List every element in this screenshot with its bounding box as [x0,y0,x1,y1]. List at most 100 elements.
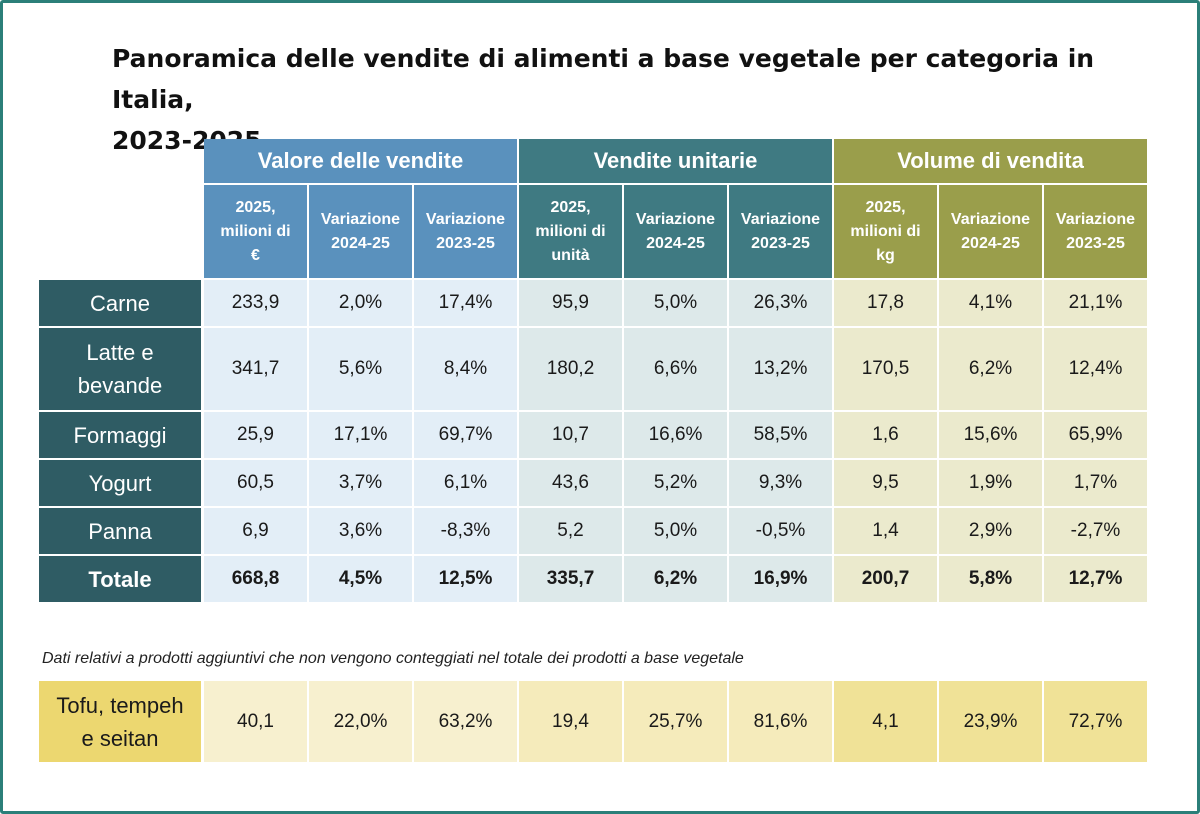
row-label-line: Yogurt [88,470,152,496]
table-cell: 43,6 [519,460,622,506]
table-cell: 5,2 [519,508,622,554]
column-header: Variazione 2023-25 [729,185,832,278]
extra-row-cell: 63,2% [414,681,517,762]
table-cell: 200,7 [834,556,937,602]
table-cell: 6,9 [204,508,307,554]
table-cell: 26,3% [729,280,832,326]
column-header: Variazione 2023-25 [1044,185,1147,278]
table-cell: 341,7 [204,328,307,410]
table-cell: 12,4% [1044,328,1147,410]
group-header: Vendite unitarie [519,139,832,183]
row-label: Latte e bevande [39,328,201,410]
column-header: Variazione 2024-25 [309,185,412,278]
table-cell: 170,5 [834,328,937,410]
table-cell: 17,8 [834,280,937,326]
extra-row-cell: 81,6% [729,681,832,762]
column-header: 2025, milioni di unità [519,185,622,278]
column-header-line: Variazione [320,210,401,228]
extra-row-cell: 72,7% [1044,681,1147,762]
table-cell: -2,7% [1044,508,1147,554]
column-header: 2025, milioni di € [204,185,307,278]
row-label: Carne [39,280,201,326]
extra-row-label: Tofu, tempeh e seitan [39,681,201,762]
table-cell: 5,0% [624,508,727,554]
table-cell: 1,4 [834,508,937,554]
row-label-line: Carne [90,290,150,316]
table-cell: 1,9% [939,460,1042,506]
extra-row-cell: 25,7% [624,681,727,762]
table-cell: 1,6 [834,412,937,458]
table-cell: -0,5% [729,508,832,554]
group-header: Valore delle vendite [204,139,517,183]
row-label-line: Latte e [86,340,154,365]
column-header-line: 2023-25 [436,234,495,252]
table-cell: 65,9% [1044,412,1147,458]
table-cell: 2,0% [309,280,412,326]
column-header-line: 2023-25 [1066,234,1125,252]
table-cell: 2,9% [939,508,1042,554]
table-cell: 21,1% [1044,280,1147,326]
column-header-line: Variazione [635,210,716,228]
column-header-line: 2025, [235,198,276,216]
column-header: 2025, milioni di kg [834,185,937,278]
column-header-line: milioni di [535,222,606,240]
table-cell: 668,8 [204,556,307,602]
table-cell: 12,5% [414,556,517,602]
column-header-line: unità [551,246,590,264]
table-cell: -8,3% [414,508,517,554]
extra-row-cell: 40,1 [204,681,307,762]
row-label-line: bevande [77,373,163,398]
table-note: Dati relativi a prodotti aggiuntivi che … [42,650,744,667]
table-cell: 335,7 [519,556,622,602]
column-header: Variazione 2024-25 [939,185,1042,278]
row-label-line: Panna [88,518,152,544]
column-header-line: 2025, [865,198,906,216]
row-label: Formaggi [39,412,201,458]
extra-row-cell: 19,4 [519,681,622,762]
row-label: Yogurt [39,460,201,506]
column-header: Variazione 2023-25 [414,185,517,278]
table-cell: 60,5 [204,460,307,506]
column-header-line: 2024-25 [646,234,705,252]
extra-row-cell: 4,1 [834,681,937,762]
extra-row-cell: 22,0% [309,681,412,762]
table-cell: 12,7% [1044,556,1147,602]
column-header: Variazione 2024-25 [624,185,727,278]
column-header-line: Variazione [740,210,821,228]
table-cell: 3,6% [309,508,412,554]
table-cell: 5,6% [309,328,412,410]
table-cell: 4,5% [309,556,412,602]
row-label: Panna [39,508,201,554]
table-cell: 8,4% [414,328,517,410]
column-header-line: milioni di [850,222,921,240]
table-cell: 69,7% [414,412,517,458]
column-header-line: Variazione [425,210,506,228]
table-cell: 5,8% [939,556,1042,602]
table-cell: 10,7 [519,412,622,458]
table-cell: 58,5% [729,412,832,458]
table-cell: 180,2 [519,328,622,410]
table-cell: 9,5 [834,460,937,506]
table-cell: 6,6% [624,328,727,410]
table-cell: 95,9 [519,280,622,326]
row-label-line: Totale [88,566,152,592]
table-cell: 13,2% [729,328,832,410]
table-cell: 17,1% [309,412,412,458]
table-cell: 5,0% [624,280,727,326]
table-cell: 6,2% [939,328,1042,410]
group-header: Volume di vendita [834,139,1147,183]
table-cell: 6,2% [624,556,727,602]
column-header-line: Variazione [950,210,1031,228]
column-header-line: kg [876,246,895,264]
table-cell: 15,6% [939,412,1042,458]
row-label: Totale [39,556,201,602]
table-cell: 1,7% [1044,460,1147,506]
table-cell: 4,1% [939,280,1042,326]
table-cell: 16,6% [624,412,727,458]
table-cell: 3,7% [309,460,412,506]
column-header-line: 2024-25 [331,234,390,252]
extra-row-cell: 23,9% [939,681,1042,762]
column-header-line: € [251,246,260,264]
table-cell: 9,3% [729,460,832,506]
column-header-line: Variazione [1055,210,1136,228]
